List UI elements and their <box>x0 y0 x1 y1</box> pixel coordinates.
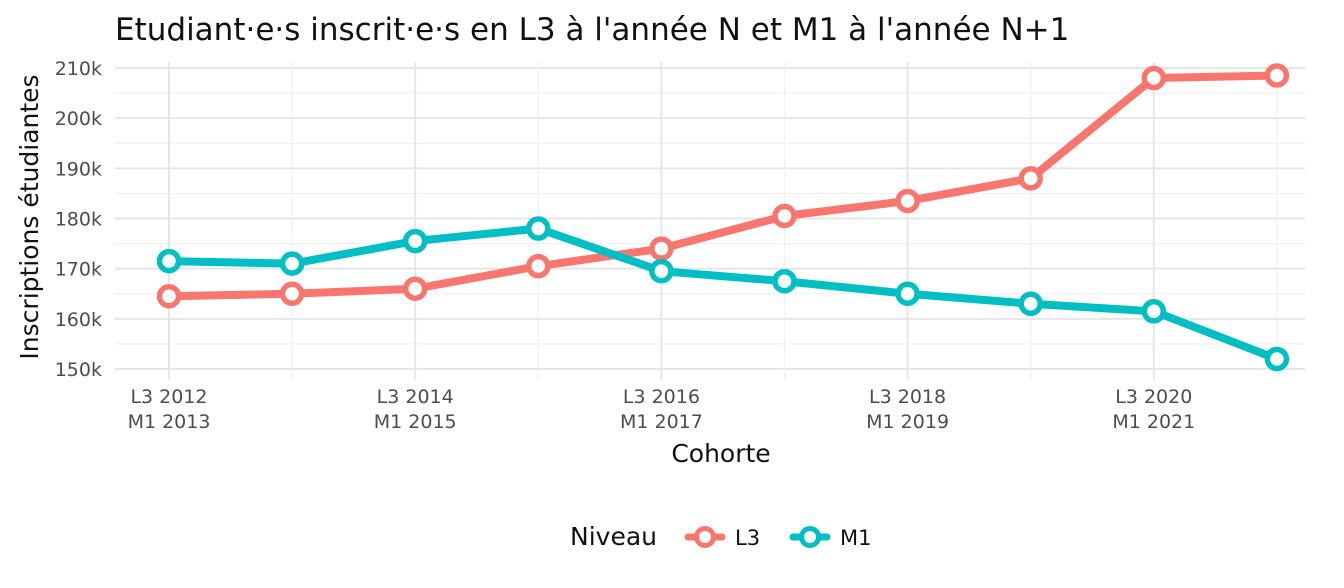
data-point-m1 <box>772 268 797 294</box>
y-tick-label: 160k <box>55 309 102 331</box>
data-point-l3 <box>772 203 797 229</box>
y-axis-ticks: 150k 160k 170k 180k 190k 200k 210k <box>55 58 102 381</box>
x-tick-label: L3 2018 M1 2019 <box>866 386 949 433</box>
x-axis-ticks: L3 2012 M1 2013 L3 2014 M1 2015 L3 2016 M1 20… <box>128 386 1196 433</box>
legend-label-l3: L3 <box>735 526 760 550</box>
chart-title: Etudiant·e·s inscrit·e·s en L3 à l'année… <box>115 12 1069 48</box>
data-point-m1 <box>1018 291 1043 317</box>
data-point-l3 <box>1264 63 1290 88</box>
y-tick-label: 190k <box>55 158 102 180</box>
x-tick-label: L3 2012 M1 2013 <box>128 386 211 433</box>
data-point-m1 <box>402 228 428 254</box>
x-tick-line: M1 2019 <box>866 411 949 433</box>
x-tick-line: L3 2012 <box>130 386 207 408</box>
x-tick-label: L3 2014 M1 2015 <box>374 386 457 433</box>
y-tick-label: 180k <box>55 209 102 231</box>
data-point-m1 <box>156 248 182 274</box>
data-point-l3 <box>1018 166 1043 191</box>
x-tick-line: M1 2021 <box>1112 411 1195 433</box>
x-tick-line: L3 2018 <box>869 386 946 408</box>
y-tick-label: 170k <box>55 259 102 281</box>
data-point-m1 <box>1141 299 1167 324</box>
series-l3 <box>156 63 1290 309</box>
x-tick-line: M1 2013 <box>128 411 211 433</box>
data-point-m1 <box>279 251 305 276</box>
data-point-m1 <box>1264 346 1290 372</box>
series-line-m1 <box>165 224 1281 363</box>
y-tick-label: 210k <box>55 58 102 80</box>
data-point-l3 <box>649 236 674 261</box>
legend-item-l3: L3 <box>684 526 760 550</box>
x-tick-label: L3 2020 M1 2021 <box>1112 386 1195 433</box>
x-tick-line: L3 2014 <box>377 386 454 408</box>
legend-key-point-m1 <box>799 526 821 548</box>
data-point-m1 <box>526 216 551 241</box>
x-tick-label: L3 2016 M1 2017 <box>620 386 703 433</box>
x-axis-title: Cohorte <box>671 439 770 468</box>
data-point-l3 <box>526 253 551 279</box>
legend-item-m1: M1 <box>789 526 871 550</box>
x-tick-line: M1 2017 <box>620 411 703 433</box>
data-point-l3 <box>895 188 920 214</box>
legend-title: Niveau <box>570 522 657 551</box>
series-layer <box>156 63 1290 372</box>
data-point-l3 <box>1141 65 1167 91</box>
x-tick-line: L3 2016 <box>623 386 700 408</box>
data-point-m1 <box>895 281 920 306</box>
legend-label-m1: M1 <box>840 526 871 550</box>
data-point-m1 <box>649 258 674 284</box>
x-tick-line: M1 2015 <box>374 411 457 433</box>
legend: Niveau L3 M1 <box>570 522 871 551</box>
data-point-l3 <box>156 284 182 309</box>
y-tick-label: 150k <box>55 359 102 381</box>
x-tick-line: L3 2020 <box>1115 386 1192 408</box>
grid <box>115 62 1305 380</box>
series-line-l3 <box>165 71 1281 301</box>
legend-key-point-l3 <box>694 526 716 548</box>
data-point-l3 <box>279 281 305 306</box>
series-m1 <box>156 216 1290 372</box>
y-tick-label: 200k <box>55 108 102 130</box>
y-axis-title: Inscriptions étudiantes <box>15 74 44 359</box>
data-point-l3 <box>402 276 428 301</box>
